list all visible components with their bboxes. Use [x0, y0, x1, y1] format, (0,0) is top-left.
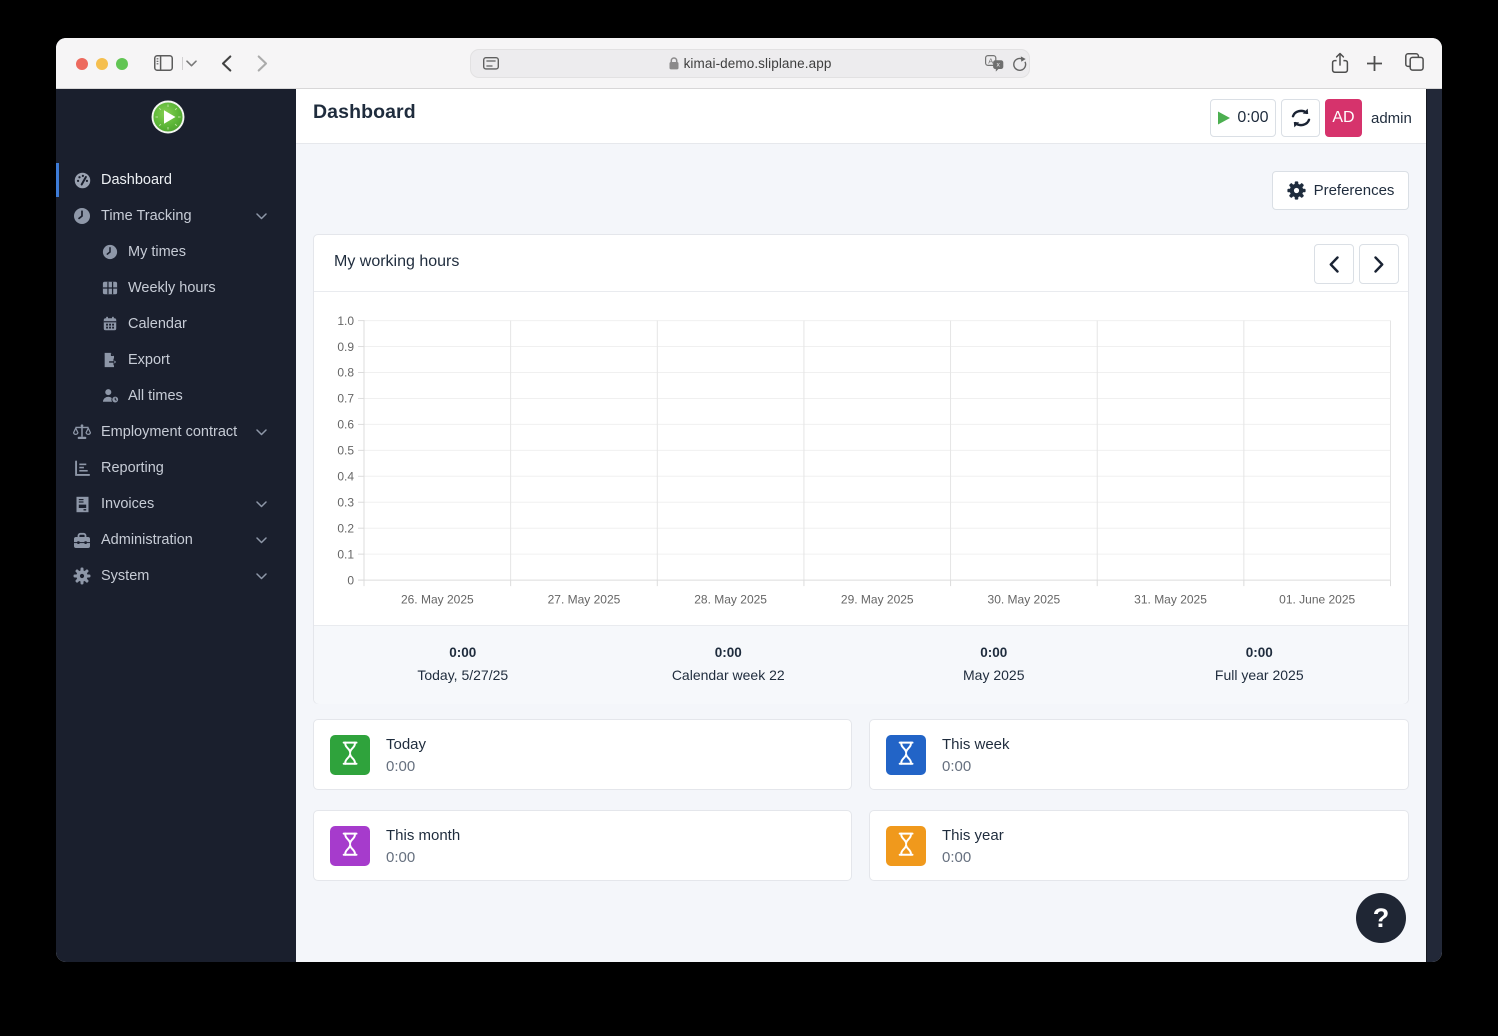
svg-text:27. May 2025: 27. May 2025 [548, 593, 621, 607]
svg-text:29. May 2025: 29. May 2025 [841, 593, 914, 607]
svg-text:0.2: 0.2 [337, 521, 354, 535]
svg-text:0: 0 [347, 573, 354, 587]
svg-text:0.3: 0.3 [337, 495, 354, 509]
svg-text:30. May 2025: 30. May 2025 [988, 593, 1061, 607]
svg-text:01. June 2025: 01. June 2025 [1279, 593, 1355, 607]
svg-text:28. May 2025: 28. May 2025 [694, 593, 767, 607]
svg-text:0.1: 0.1 [337, 547, 354, 561]
svg-text:0.4: 0.4 [337, 470, 354, 484]
svg-text:0.7: 0.7 [337, 392, 354, 406]
svg-text:A: A [988, 56, 993, 65]
svg-text:31. May 2025: 31. May 2025 [1134, 593, 1207, 607]
svg-text:0.5: 0.5 [337, 444, 354, 458]
svg-text:0.9: 0.9 [337, 340, 354, 354]
svg-text:1.0: 1.0 [337, 314, 354, 328]
svg-text:x: x [996, 62, 1000, 69]
svg-text:0.8: 0.8 [337, 366, 354, 380]
svg-text:26. May 2025: 26. May 2025 [401, 593, 474, 607]
svg-text:0.6: 0.6 [337, 418, 354, 432]
